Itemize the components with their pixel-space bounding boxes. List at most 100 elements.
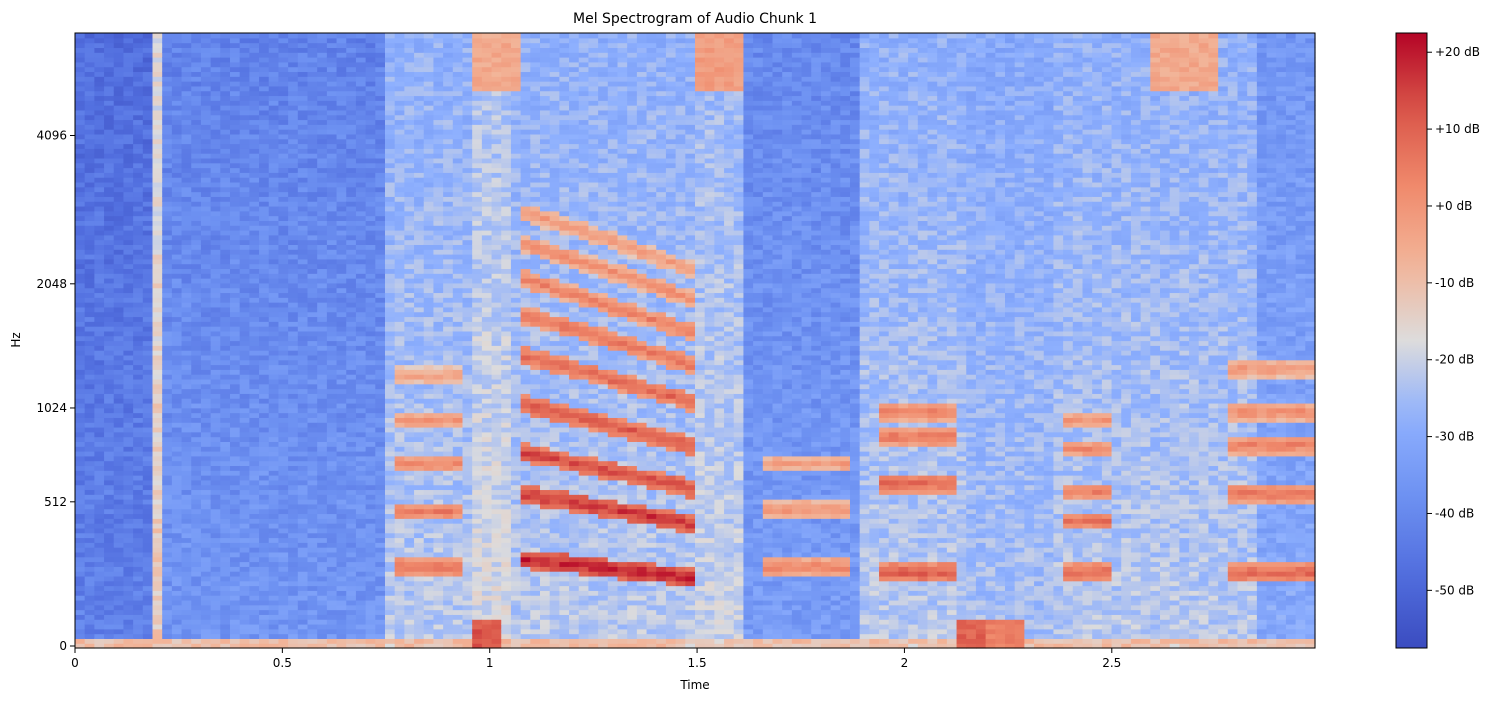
heatmap-cell — [375, 302, 386, 308]
heatmap-cell — [142, 388, 154, 394]
heatmap-cell — [443, 465, 454, 471]
heatmap-cell — [336, 609, 347, 615]
heatmap-cell — [433, 513, 444, 519]
heatmap-cell — [288, 484, 299, 491]
heatmap-cell — [259, 460, 270, 467]
heatmap-cell — [433, 494, 444, 500]
heatmap-cell — [84, 316, 95, 322]
heatmap-cell — [152, 551, 163, 558]
heatmap-cell — [191, 268, 202, 274]
heatmap-cell — [94, 436, 105, 442]
heatmap-cell — [365, 566, 376, 572]
heatmap-cell — [152, 422, 163, 428]
heatmap-cell — [84, 191, 95, 197]
heatmap-cell — [75, 287, 86, 294]
heatmap-cell — [365, 66, 376, 73]
heatmap-cell — [239, 311, 250, 318]
heatmap-cell — [181, 599, 192, 606]
heatmap-cell — [443, 71, 454, 77]
heatmap-cell — [326, 359, 338, 366]
heatmap-cell — [230, 532, 241, 539]
heatmap-cell — [181, 244, 192, 250]
heatmap-cell — [307, 186, 318, 193]
heatmap-cell — [230, 124, 241, 130]
heatmap-cell — [171, 287, 183, 294]
heatmap-cell — [230, 129, 241, 135]
heatmap-cell — [268, 547, 280, 553]
heatmap-cell — [210, 321, 221, 327]
heatmap-cell — [268, 153, 280, 159]
heatmap-cell — [452, 633, 464, 639]
heatmap-cell — [394, 446, 405, 452]
heatmap-cell — [191, 422, 202, 428]
heatmap-cell — [346, 551, 357, 558]
heatmap-cell — [84, 311, 95, 318]
heatmap-cell — [249, 133, 260, 140]
heatmap-cell — [104, 532, 115, 539]
heatmap-cell — [326, 527, 338, 534]
heatmap-cell — [414, 239, 425, 245]
heatmap-cell — [191, 402, 202, 409]
heatmap-cell — [249, 210, 260, 217]
heatmap-cell — [307, 479, 318, 486]
heatmap-cell — [394, 129, 405, 135]
heatmap-cell — [171, 465, 183, 471]
heatmap-cell — [278, 614, 289, 620]
heatmap-cell — [307, 114, 318, 121]
heatmap-cell — [113, 508, 125, 515]
heatmap-cell — [162, 388, 173, 394]
heatmap-cell — [288, 494, 299, 500]
heatmap-cell — [200, 114, 212, 121]
heatmap-cell — [220, 335, 231, 342]
heatmap-cell — [355, 100, 367, 106]
heatmap-cell — [307, 326, 318, 332]
heatmap-cell — [152, 292, 163, 298]
heatmap-cell — [181, 402, 192, 409]
heatmap-cell — [297, 378, 309, 385]
heatmap-cell — [317, 191, 328, 197]
heatmap-cell — [414, 191, 425, 197]
heatmap-cell — [394, 85, 405, 92]
heatmap-cell — [278, 210, 289, 217]
heatmap-cell — [404, 85, 415, 92]
heatmap-cell — [210, 268, 221, 274]
heatmap-cell — [249, 446, 260, 452]
heatmap-cell — [142, 566, 154, 572]
heatmap-cell — [278, 398, 289, 404]
heatmap-cell — [84, 479, 95, 486]
heatmap-cell — [171, 109, 183, 116]
heatmap-cell — [423, 619, 435, 625]
heatmap-cell — [443, 475, 454, 481]
heatmap-cell — [326, 249, 338, 255]
heatmap-cell — [200, 417, 212, 423]
heatmap-cell — [239, 239, 250, 245]
heatmap-cell — [200, 407, 212, 414]
heatmap-cell — [336, 316, 347, 322]
heatmap-cell — [210, 566, 221, 572]
heatmap-cell — [104, 157, 115, 164]
heatmap-cell — [181, 623, 192, 630]
heatmap-cell — [113, 37, 125, 44]
heatmap-cell — [375, 71, 386, 77]
heatmap-cell — [142, 340, 154, 346]
heatmap-cell — [355, 350, 367, 356]
heatmap-cell — [443, 278, 454, 284]
heatmap-cell — [200, 71, 212, 77]
heatmap-cell — [355, 571, 367, 577]
heatmap-cell — [433, 234, 444, 241]
heatmap-cell — [94, 551, 105, 558]
heatmap-cell — [375, 167, 386, 173]
heatmap-cell — [210, 455, 221, 462]
heatmap-cell — [162, 633, 173, 639]
heatmap-cell — [317, 499, 328, 505]
heatmap-cell — [365, 542, 376, 548]
heatmap-cell — [394, 254, 405, 260]
heatmap-cell — [133, 282, 144, 289]
heatmap-cell — [162, 446, 173, 452]
heatmap-cell — [365, 129, 376, 135]
heatmap-cell — [104, 225, 115, 231]
heatmap-cell — [152, 124, 163, 130]
heatmap-cell — [288, 297, 299, 303]
heatmap-cell — [355, 57, 367, 63]
heatmap-cell — [288, 205, 299, 212]
